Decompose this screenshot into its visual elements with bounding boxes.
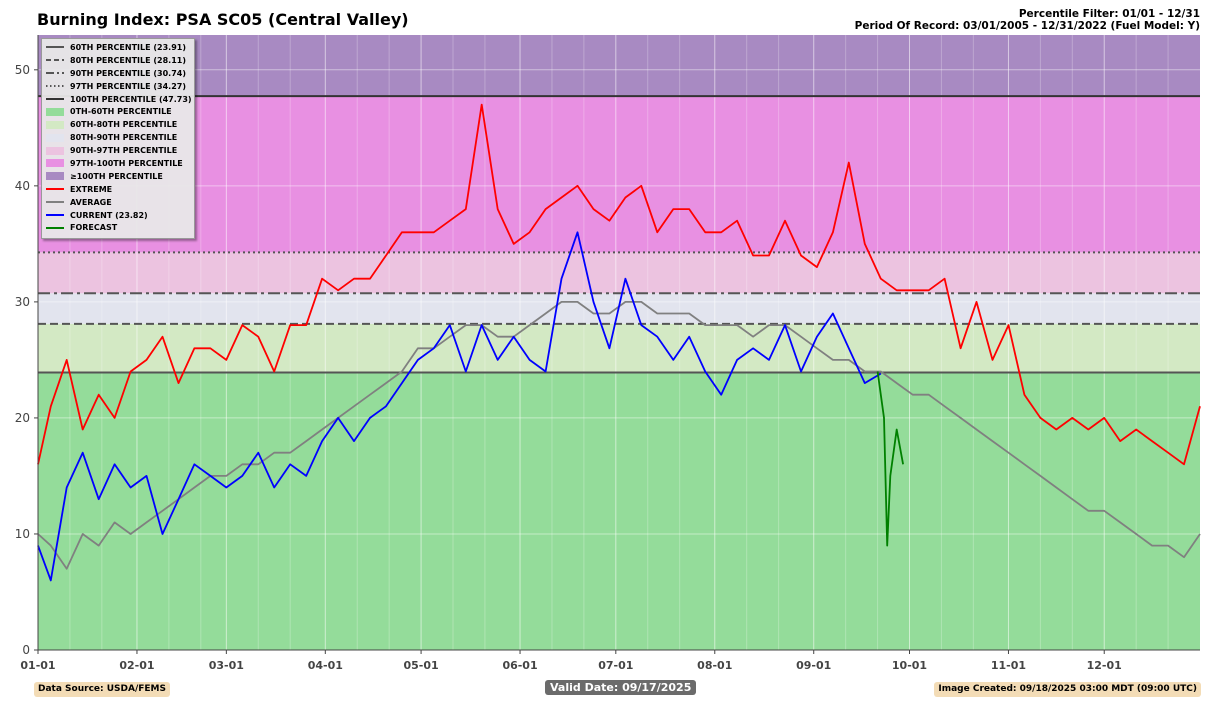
y-tick-label: 0 [22, 643, 30, 657]
legend-label: EXTREME [70, 184, 113, 194]
x-tick-label: 01-01 [20, 659, 55, 672]
legend-patch-icon [46, 172, 64, 181]
x-tick-label: 05-01 [403, 659, 438, 672]
legend-line-icon [46, 198, 64, 206]
legend-item: 60TH PERCENTILE (23.91) [42, 41, 194, 54]
legend-item: ≥100TH PERCENTILE [42, 170, 194, 183]
legend-label: 0TH-60TH PERCENTILE [70, 107, 172, 117]
valid-date-badge: Valid Date: 09/17/2025 [545, 680, 697, 695]
percentile-band-4 [38, 96, 1200, 253]
x-tick-label: 07-01 [598, 659, 633, 672]
legend-item: 80TH-90TH PERCENTILE [42, 131, 194, 144]
percentile-band-1 [38, 323, 1200, 373]
percentile-band-5 [38, 35, 1200, 97]
data-source-badge: Data Source: USDA/FEMS [34, 682, 170, 697]
y-tick-label: 30 [15, 295, 30, 309]
period-of-record: Period Of Record: 03/01/2005 - 12/31/202… [854, 20, 1200, 32]
legend-patch-icon [46, 146, 64, 155]
x-tick-label: 02-01 [119, 659, 154, 672]
chart-filter-info: Percentile Filter: 01/01 - 12/31 Period … [855, 8, 1200, 32]
legend-item: 60TH-80TH PERCENTILE [42, 118, 194, 131]
y-tick-label: 50 [15, 63, 30, 77]
y-tick-label: 20 [15, 411, 30, 425]
legend-label: 97TH PERCENTILE (34.27) [70, 81, 186, 91]
legend-line-icon [46, 82, 64, 90]
legend-label: 90TH PERCENTILE (30.74) [70, 68, 186, 78]
legend-label: FORECAST [70, 223, 118, 233]
x-tick-label: 12-01 [1087, 659, 1122, 672]
y-tick-label: 40 [15, 179, 30, 193]
legend-label: 80TH-90TH PERCENTILE [70, 133, 178, 143]
series-line-current [37, 231, 882, 582]
legend-item: 90TH PERCENTILE (30.74) [42, 67, 194, 80]
legend-label: 60TH-80TH PERCENTILE [70, 120, 178, 130]
legend-item: 100TH PERCENTILE (47.73) [42, 93, 194, 106]
legend-item: 80TH PERCENTILE (28.11) [42, 54, 194, 67]
legend-line-icon [46, 211, 64, 219]
percentile-band-0 [38, 372, 1200, 650]
x-tick-label: 06-01 [502, 659, 537, 672]
y-tick-label: 10 [15, 527, 30, 541]
series-line-average [37, 300, 1201, 570]
legend-item: 97TH-100TH PERCENTILE [42, 157, 194, 170]
legend-line-icon [46, 185, 64, 193]
x-tick-label: 04-01 [308, 659, 343, 672]
legend-line-icon [46, 69, 64, 77]
legend-item: CURRENT (23.82) [42, 209, 194, 222]
legend-patch-icon [46, 159, 64, 168]
legend-line-icon [46, 95, 64, 103]
legend-item: FORECAST [42, 221, 194, 234]
legend-item: AVERAGE [42, 196, 194, 209]
legend-patch-icon [46, 107, 64, 116]
chart-title: Burning Index: PSA SC05 (Central Valley) [37, 10, 409, 29]
legend-label: AVERAGE [70, 197, 112, 207]
legend-patch-icon [46, 133, 64, 142]
image-created-badge: Image Created: 09/18/2025 03:00 MDT (09:… [934, 682, 1201, 697]
legend-label: 100TH PERCENTILE (47.73) [70, 94, 192, 104]
series-line-extreme [37, 103, 1201, 466]
legend-item: 90TH-97TH PERCENTILE [42, 144, 194, 157]
x-tick-label: 11-01 [991, 659, 1026, 672]
legend-item: EXTREME [42, 183, 194, 196]
percentile-filter: Percentile Filter: 01/01 - 12/31 [1018, 8, 1200, 20]
percentile-band-3 [38, 252, 1200, 294]
legend-line-icon [46, 43, 64, 51]
legend-item: 0TH-60TH PERCENTILE [42, 105, 194, 118]
legend-label: ≥100TH PERCENTILE [70, 171, 163, 181]
legend-item: 97TH PERCENTILE (34.27) [42, 80, 194, 93]
legend: 60TH PERCENTILE (23.91) 80TH PERCENTILE (… [41, 38, 195, 240]
legend-label: 80TH PERCENTILE (28.11) [70, 55, 186, 65]
x-tick-label: 08-01 [697, 659, 732, 672]
legend-label: CURRENT (23.82) [70, 210, 148, 220]
legend-patch-icon [46, 120, 64, 129]
series-line-forecast [876, 371, 904, 547]
legend-label: 90TH-97TH PERCENTILE [70, 146, 178, 156]
legend-label: 97TH-100TH PERCENTILE [70, 158, 183, 168]
x-tick-label: 03-01 [209, 659, 244, 672]
x-tick-label: 10-01 [892, 659, 927, 672]
legend-label: 60TH PERCENTILE (23.91) [70, 42, 186, 52]
x-tick-label: 09-01 [796, 659, 831, 672]
legend-line-icon [46, 224, 64, 232]
legend-line-icon [46, 56, 64, 64]
